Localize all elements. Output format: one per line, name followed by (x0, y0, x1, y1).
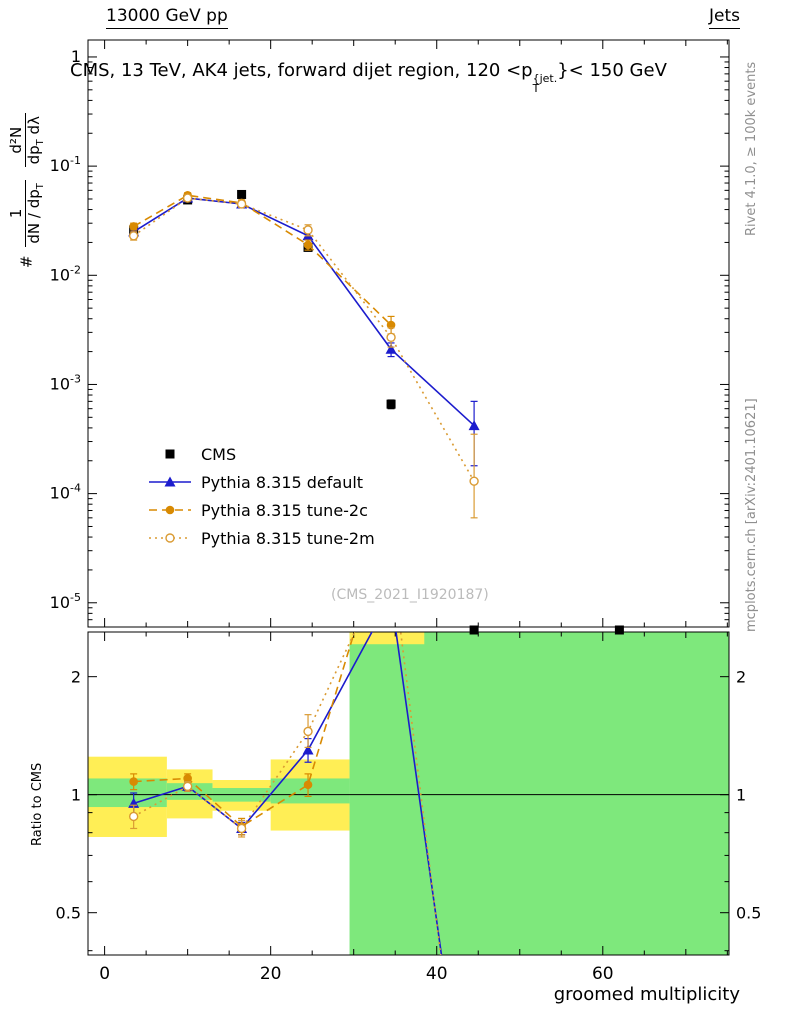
ratio-uncertainty-bands (88, 632, 729, 955)
main-y-axis-label: # 1 dN / dpT d²N dpT dλ (7, 109, 46, 268)
main-y-tick-label: 1 (71, 47, 81, 66)
open-circle-marker (128, 811, 139, 822)
uncertainty-band-green (88, 778, 167, 808)
legend-item-pythia-8-315-tune-2c: Pythia 8.315 tune-2c (148, 496, 375, 524)
analysis-group-label: Jets (709, 6, 740, 29)
circle-legend-icon (149, 505, 191, 515)
open-circle-marker (303, 726, 313, 737)
ratio-y-tick-label: 0.5 (736, 904, 761, 923)
error-bar (470, 433, 478, 519)
open-circle-marker (236, 199, 247, 209)
series-line (133, 194, 392, 326)
open-circle-marker (469, 476, 479, 486)
circle-marker (303, 780, 313, 790)
ratio-y-axis-label: Ratio to CMS (30, 762, 45, 846)
main-y-tick-label: 10-1 (50, 154, 81, 175)
open-circle-marker (128, 231, 139, 241)
circle-marker (303, 240, 313, 250)
open-circle-marker (303, 225, 313, 235)
legend-item-pythia-8-315-default: Pythia 8.315 default (148, 468, 375, 496)
main-panel-frame (87, 39, 730, 628)
analysis-id-watermark: (CMS_2021_I1920187) (331, 587, 489, 603)
ratio-y-tick-label: 1 (71, 786, 81, 805)
open-circle-marker (236, 823, 247, 834)
plot-title-prefix: CMS, 13 TeV, AK4 jets, forward dijet reg… (70, 60, 533, 81)
beam-energy-label: 13000 GeV pp (106, 6, 228, 29)
triangle-legend-icon (149, 476, 191, 487)
uncertainty-band-green (349, 632, 729, 955)
ratio-y-tick-label: 0.5 (56, 904, 81, 923)
series-pythia-8-315-default (128, 192, 480, 467)
ylabel-hash: # (17, 255, 36, 268)
ylabel-frac2: d²N dpT dλ (7, 113, 46, 168)
legend-item-pythia-8-315-tune-2m: Pythia 8.315 tune-2m (148, 524, 375, 552)
legend-label: Pythia 8.315 tune-2c (201, 500, 368, 520)
series-pythia-8-315-tune-2c (129, 191, 396, 335)
square-legend-icon (165, 449, 175, 459)
open-circle-marker (386, 332, 396, 343)
square-marker (469, 625, 479, 635)
triangle-marker (468, 420, 480, 431)
circle-marker (183, 774, 192, 783)
square-marker (237, 189, 247, 199)
main-y-tick-label: 10-3 (50, 372, 81, 393)
series-line (133, 197, 475, 482)
ylabel-frac1: 1 dN / dpT (7, 180, 46, 247)
legend-label: Pythia 8.315 default (201, 472, 364, 492)
square-marker (165, 449, 175, 459)
series-pythia-8-315-tune-2m (128, 632, 442, 955)
triangle-marker (164, 476, 176, 487)
open-circle-marker (182, 781, 193, 792)
x-tick-label: 60 (592, 964, 614, 984)
uncertainty-band-yellow (349, 632, 425, 645)
circle-open-legend-icon (149, 533, 191, 543)
square-marker (614, 625, 624, 635)
plot-title-suffix: }< 150 GeV (557, 60, 667, 81)
circle-marker (386, 320, 396, 330)
circle-marker (165, 505, 175, 515)
main-y-tick-label: 10-2 (50, 263, 81, 284)
ratio-y-tick-label: 2 (71, 668, 81, 687)
legend-label: Pythia 8.315 tune-2m (201, 528, 375, 548)
legend-label: CMS (201, 444, 237, 464)
main-y-tick-label: 10-4 (50, 482, 81, 503)
rivet-version-note: Rivet 4.1.0, ≥ 100k events (744, 61, 759, 236)
ratio-panel-frame (87, 631, 730, 956)
plot-title-sup: {jet. (532, 72, 558, 85)
triangle-marker (385, 343, 397, 354)
main-y-tick-label: 10-5 (50, 591, 81, 612)
ratio-y-tick-label: 2 (736, 668, 746, 687)
legend-item-cms: CMS (148, 440, 375, 468)
series-pythia-8-315-tune-2m (128, 193, 479, 519)
triangle-marker (302, 744, 314, 755)
ratio-y-tick-label: 1 (736, 786, 746, 805)
x-tick-label: 0 (99, 964, 110, 984)
plot-title-sub: T (532, 82, 540, 95)
legend: CMS Pythia 8.315 default Pythia 8.315 tune… (148, 440, 375, 552)
x-tick-label: 20 (260, 964, 282, 984)
open-circle-marker (165, 533, 175, 543)
x-axis-label: groomed multiplicity (553, 984, 740, 1005)
series-cms (129, 189, 624, 635)
square-marker (386, 399, 396, 409)
circle-marker (129, 222, 138, 231)
series-line (133, 632, 356, 828)
series-line (133, 632, 443, 955)
x-tick-label: 40 (426, 964, 448, 984)
mcplots-arxiv-note: mcplots.cern.ch [arXiv:2401.10621] (744, 398, 759, 632)
plot-title: CMS, 13 TeV, AK4 jets, forward dijet reg… (70, 60, 667, 94)
pt-jet-stack: {jet. T (532, 72, 558, 95)
open-circle-marker (182, 193, 193, 203)
circle-marker (129, 777, 138, 786)
